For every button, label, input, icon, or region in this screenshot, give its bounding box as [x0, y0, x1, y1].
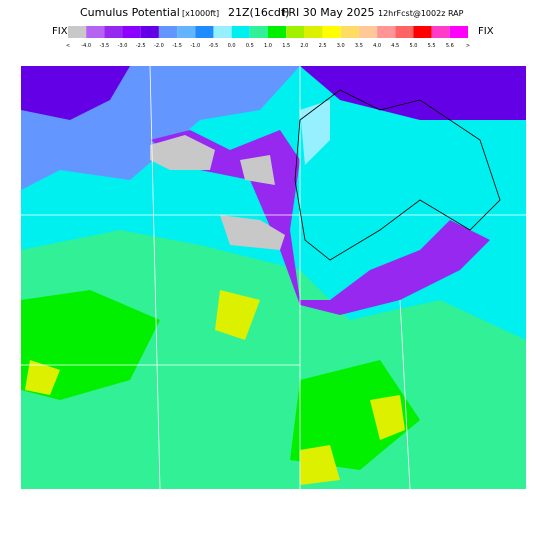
legend-swatch — [140, 26, 159, 38]
legend-swatch — [231, 26, 250, 38]
legend-label: -3.0 — [118, 43, 128, 49]
legend-swatch — [431, 26, 450, 38]
legend-swatch — [286, 26, 305, 38]
legend-label: 2.5 — [319, 43, 327, 49]
field-light-cyan — [300, 100, 330, 165]
valid-time: 21Z(16cdt) — [228, 6, 289, 19]
legend-label: 5.5 — [428, 43, 436, 49]
date: FRI 30 May 2025 — [282, 6, 374, 19]
legend-swatch — [86, 26, 105, 38]
legend-swatch — [358, 26, 378, 38]
legend-swatch — [340, 26, 359, 38]
legend-label: < — [66, 43, 70, 49]
legend-swatch — [68, 26, 87, 38]
legend-swatch — [177, 26, 196, 38]
legend-label: 4.0 — [373, 43, 381, 49]
legend-label: 3.0 — [337, 43, 345, 49]
legend-label: 3.5 — [355, 43, 363, 49]
legend-swatch — [213, 26, 232, 38]
map — [21, 65, 526, 490]
legend-label: 0.5 — [246, 43, 254, 49]
legend-swatch — [158, 26, 178, 38]
legend-label: -3.5 — [99, 43, 109, 49]
legend-swatch — [195, 26, 214, 38]
legend-swatch — [377, 26, 396, 38]
legend-label: -1.5 — [172, 43, 182, 49]
title: Cumulus Potential — [80, 6, 180, 19]
legend-label: 0.0 — [228, 43, 236, 49]
field-gray — [150, 135, 285, 250]
legend-label: 5.6 — [446, 43, 454, 49]
legend-swatch — [122, 26, 141, 38]
fix-label: FIX — [52, 26, 68, 37]
legend-swatch — [249, 26, 268, 38]
legend-label: 4.5 — [391, 43, 399, 49]
color-legend: < -4.0 -3.5 -3.0 -2.5 -2.0 -1.5 -1.0 -0.5 0.0 0.5 1… — [66, 26, 470, 49]
legend-swatch — [413, 26, 432, 38]
legend-label: 5.0 — [409, 43, 417, 49]
legend-swatch — [322, 26, 341, 38]
legend-label: 2.0 — [300, 43, 308, 49]
legend-label: > — [466, 43, 470, 49]
legend-swatch — [268, 26, 287, 38]
forecast: 12hrFcst@1002z RAP — [378, 9, 464, 18]
state-border — [21, 65, 526, 490]
fix-label: FIX — [478, 26, 494, 37]
units: [x1000ft] — [182, 9, 219, 18]
legend-label: 1.0 — [264, 43, 272, 49]
legend-swatch — [395, 26, 414, 38]
legend-swatch — [104, 26, 123, 38]
legend-label: -2.0 — [154, 43, 164, 49]
legend-swatch — [304, 26, 323, 38]
legend-label: -1.0 — [190, 43, 200, 49]
legend-label: 1.5 — [282, 43, 290, 49]
legend-label: -4.0 — [81, 43, 91, 49]
field-green-dark — [21, 290, 420, 470]
field-purple — [21, 66, 526, 120]
lake-outline — [294, 89, 501, 261]
legend-swatch — [449, 26, 468, 38]
legend-label: -0.5 — [209, 43, 219, 49]
legend-label: -2.5 — [136, 43, 146, 49]
field-violet — [150, 130, 490, 315]
